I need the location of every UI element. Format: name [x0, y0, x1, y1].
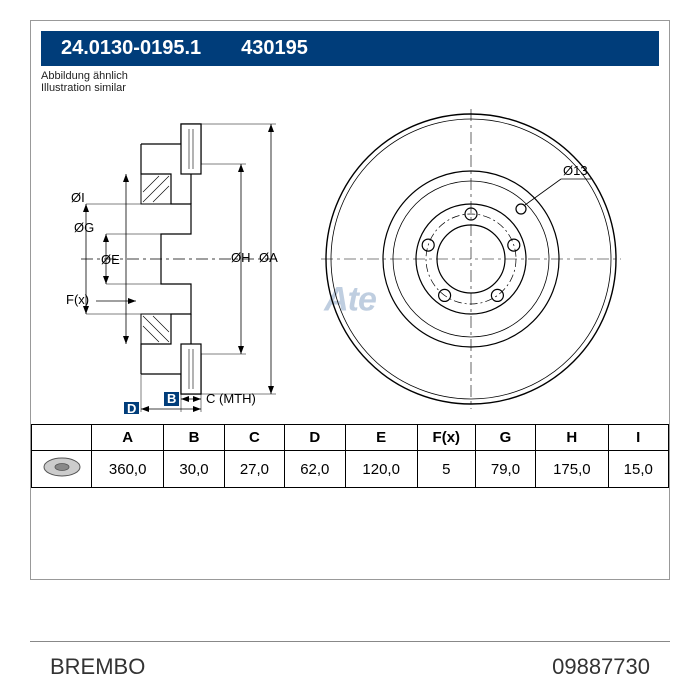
label-diam-E: ØE — [101, 252, 120, 267]
dimension-table: A B C D E F(x) G H I 360,0 30,0 27,0 — [31, 424, 669, 488]
label-hole-diam: Ø13 — [563, 163, 588, 178]
subtext-de: Abbildung ähnlich — [41, 70, 669, 82]
drawing-frame: 24.0130-0195.1 430195 Abbildung ähnlich … — [30, 20, 670, 580]
label-diam-A: ØA — [259, 250, 278, 265]
col-C: C — [224, 425, 284, 451]
label-diam-G: ØG — [74, 220, 94, 235]
val-B: 30,0 — [164, 451, 224, 488]
table-corner-cell — [32, 425, 92, 451]
val-Fx: 5 — [417, 451, 475, 488]
footer-bar: BREMBO 09887730 — [30, 641, 670, 680]
val-C: 27,0 — [224, 451, 284, 488]
disc-icon — [32, 451, 92, 488]
front-view: Ø13 — [311, 104, 631, 414]
page-container: 24.0130-0195.1 430195 Abbildung ähnlich … — [0, 0, 700, 700]
val-I: 15,0 — [608, 451, 669, 488]
diagram-area: ØI ØG ØE ØH — [31, 94, 669, 424]
val-D: 62,0 — [285, 451, 345, 488]
cross-section-view: ØI ØG ØE ØH — [41, 104, 291, 414]
val-E: 120,0 — [345, 451, 417, 488]
col-A: A — [92, 425, 164, 451]
table-header-row: A B C D E F(x) G H I — [32, 425, 669, 451]
col-I: I — [608, 425, 669, 451]
label-Fx: F(x) — [66, 292, 89, 307]
subtext-en: Illustration similar — [41, 82, 669, 94]
label-C-mth: C (MTH) — [206, 391, 256, 406]
part-number-secondary: 430195 — [241, 37, 308, 60]
product-code: 09887730 — [552, 654, 650, 680]
col-B: B — [164, 425, 224, 451]
col-E: E — [345, 425, 417, 451]
label-diam-I: ØI — [71, 190, 85, 205]
header-bar: 24.0130-0195.1 430195 — [41, 31, 659, 66]
col-G: G — [475, 425, 535, 451]
label-B: B — [167, 391, 176, 406]
label-D: D — [127, 401, 136, 414]
part-number-primary: 24.0130-0195.1 — [61, 37, 201, 60]
brand-name: BREMBO — [50, 654, 145, 680]
col-H: H — [536, 425, 608, 451]
val-G: 79,0 — [475, 451, 535, 488]
col-Fx: F(x) — [417, 425, 475, 451]
val-A: 360,0 — [92, 451, 164, 488]
col-D: D — [285, 425, 345, 451]
label-diam-H: ØH — [231, 250, 251, 265]
val-H: 175,0 — [536, 451, 608, 488]
table-value-row: 360,0 30,0 27,0 62,0 120,0 5 79,0 175,0 … — [32, 451, 669, 488]
